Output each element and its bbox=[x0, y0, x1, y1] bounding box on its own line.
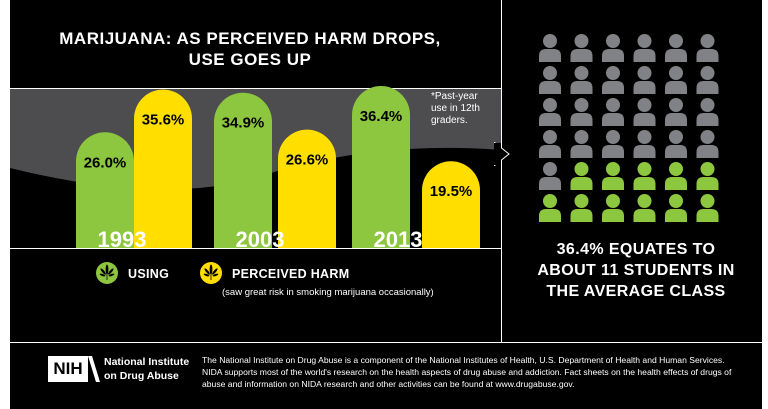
org-line-2: on Drug Abuse bbox=[104, 370, 179, 382]
title-line-1: MARIJUANA: AS PERCEIVED HARM DROPS, bbox=[59, 29, 441, 48]
stat-line-3: THE AVERAGE CLASS bbox=[546, 283, 726, 300]
person-icon bbox=[570, 162, 593, 190]
bar-harm-2013 bbox=[422, 161, 480, 248]
data-label: 36.4% bbox=[360, 108, 403, 125]
person-icon bbox=[633, 194, 656, 222]
year-label: 2003 bbox=[236, 227, 285, 252]
person-icon bbox=[570, 194, 593, 222]
person-icon bbox=[696, 34, 719, 62]
bar-using-2003 bbox=[214, 92, 272, 248]
person-icon bbox=[665, 98, 687, 126]
person-icon bbox=[539, 194, 561, 222]
footnote: *Past-year use in 12th graders. bbox=[431, 91, 480, 126]
person-icon bbox=[539, 98, 561, 126]
data-label: 34.9% bbox=[222, 115, 265, 132]
person-icon bbox=[602, 66, 624, 94]
chart-title: MARIJUANA: AS PERCEIVED HARM DROPS, USE … bbox=[10, 28, 490, 70]
data-label: 35.6% bbox=[142, 112, 185, 129]
person-icon bbox=[696, 130, 719, 158]
person-icon bbox=[539, 34, 561, 62]
bar-harm-2003 bbox=[278, 129, 336, 248]
year-label: 1993 bbox=[98, 227, 147, 252]
person-icon bbox=[602, 194, 624, 222]
band-top-line bbox=[10, 88, 501, 89]
legend-harm-sub: (saw great risk in smoking marijuana occ… bbox=[222, 287, 434, 298]
title-line-2: USE GOES UP bbox=[188, 50, 312, 69]
person-icon bbox=[570, 66, 593, 94]
data-label: 26.6% bbox=[286, 152, 329, 169]
person-icon bbox=[633, 162, 656, 190]
nih-logo-slash bbox=[88, 356, 100, 382]
horizontal-divider bbox=[10, 342, 762, 343]
org-name: National Institute on Drug Abuse bbox=[104, 355, 204, 383]
marijuana-leaf-icon bbox=[96, 262, 118, 284]
person-icon bbox=[696, 162, 719, 190]
person-icon bbox=[696, 98, 719, 126]
person-icon bbox=[665, 162, 687, 190]
bar-harm-1993 bbox=[134, 89, 192, 249]
footer-text: The National Institute on Drug Abuse is … bbox=[202, 355, 732, 389]
legend-harm-label: PERCEIVED HARM bbox=[232, 267, 350, 281]
stat-line-1: 36.4% EQUATES TO bbox=[556, 241, 716, 258]
person-icon bbox=[602, 130, 624, 158]
person-icon bbox=[602, 162, 624, 190]
infographic-panel: MARIJUANA: AS PERCEIVED HARM DROPS, USE … bbox=[10, 0, 762, 409]
person-icon bbox=[539, 162, 561, 190]
person-icon bbox=[539, 66, 561, 94]
person-icon bbox=[696, 66, 719, 94]
marijuana-leaf-icon bbox=[200, 262, 222, 284]
stat-text: 36.4% EQUATES TO ABOUT 11 STUDENTS IN TH… bbox=[518, 239, 754, 302]
people-grid bbox=[539, 34, 719, 222]
person-icon bbox=[602, 34, 624, 62]
org-line-1: National Institute bbox=[104, 356, 190, 368]
person-icon bbox=[665, 66, 687, 94]
person-icon bbox=[602, 98, 624, 126]
person-icon bbox=[633, 66, 656, 94]
arrow-notch-icon bbox=[494, 142, 510, 166]
person-icon bbox=[570, 34, 593, 62]
person-icon bbox=[696, 194, 719, 222]
person-icon bbox=[665, 34, 687, 62]
person-icon bbox=[539, 130, 561, 158]
year-label: 2013 bbox=[374, 227, 423, 252]
bar-using-2013 bbox=[352, 86, 410, 249]
nih-logo: NIH bbox=[48, 356, 88, 382]
person-icon bbox=[665, 130, 687, 158]
data-label: 19.5% bbox=[430, 183, 473, 200]
stat-line-2: ABOUT 11 STUDENTS IN bbox=[537, 262, 735, 279]
person-icon bbox=[633, 130, 656, 158]
person-icon bbox=[570, 130, 593, 158]
person-icon bbox=[570, 98, 593, 126]
bar-using-1993 bbox=[76, 132, 134, 248]
person-icon bbox=[665, 194, 687, 222]
legend-using-label: USING bbox=[128, 267, 170, 281]
person-icon bbox=[633, 34, 656, 62]
data-label: 26.0% bbox=[84, 154, 127, 171]
baseline bbox=[10, 248, 501, 249]
vertical-divider bbox=[501, 0, 502, 342]
person-icon bbox=[633, 98, 656, 126]
bar-chart: 26.0% 35.6% 1993 34.9% 26.6% 2003 36.4% 19.5% 20… bbox=[10, 86, 501, 252]
